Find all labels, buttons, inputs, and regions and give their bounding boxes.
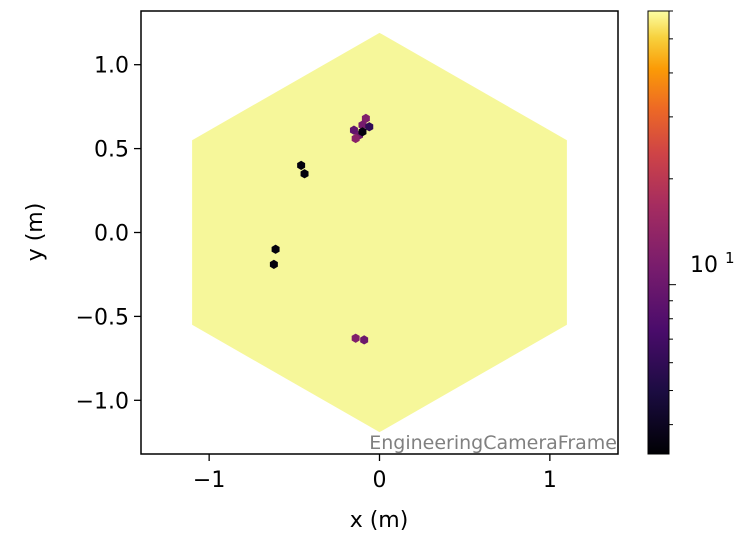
y-tick-label: 1.0 [94, 54, 129, 79]
y-tick-label: −0.5 [76, 305, 129, 330]
x-tick-label: −1 [193, 468, 225, 493]
colorbar-gradient [647, 10, 670, 455]
y-tick-label: 0.0 [94, 222, 129, 247]
colorbar-major-label: 10 1 [690, 249, 735, 278]
y-axis-label: y (m) [23, 203, 48, 262]
camera-pixel-3 [269, 259, 278, 269]
x-axis-label: x (m) [350, 508, 409, 533]
camera-pixel-5 [358, 120, 367, 130]
x-axis-ticks: −1 0 1 [193, 454, 557, 493]
colorbar-label-base: 10 [690, 253, 718, 278]
camera-pixel-hexagon [192, 32, 567, 433]
camera-pixel-0 [297, 160, 306, 170]
colorbar-ticks [669, 10, 676, 426]
colorbar-label-exponent: 1 [725, 249, 735, 267]
colorbar: 10 1 [647, 10, 735, 455]
camera-pixel-4 [361, 113, 370, 123]
y-axis-ticks: 1.0 0.5 0.0 −0.5 −1.0 [76, 54, 141, 414]
camera-pixel-2 [271, 244, 280, 254]
camera-pixel-10 [358, 127, 367, 137]
camera-pixel-9 [351, 133, 360, 144]
camera-pixel-1 [300, 169, 309, 179]
frame-label: EngineeringCameraFrame [369, 432, 617, 454]
plot-area [192, 32, 567, 433]
x-tick-label: 0 [373, 468, 387, 493]
camera-pixel-12 [360, 335, 369, 345]
x-tick-label: 1 [543, 468, 557, 493]
hot-pixels-layer [269, 113, 374, 345]
y-tick-label: −1.0 [76, 389, 129, 414]
y-tick-label: 0.5 [94, 138, 129, 163]
camera-pixel-6 [365, 122, 374, 132]
camera-pixel-11 [351, 333, 360, 343]
